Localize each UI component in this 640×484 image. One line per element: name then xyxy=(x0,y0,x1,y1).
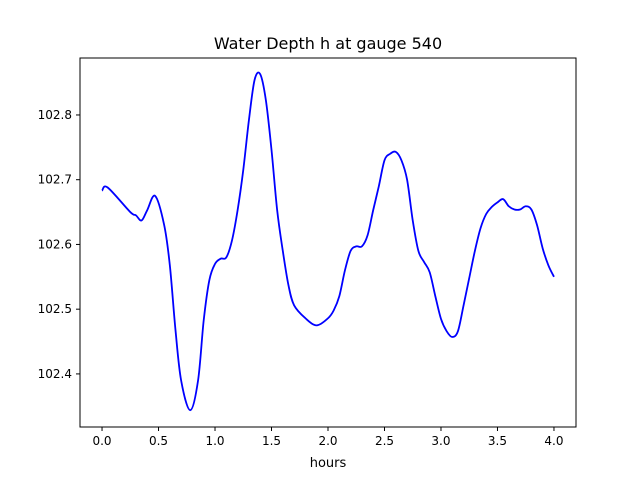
x-axis-label: hours xyxy=(310,456,347,471)
x-tick-label: 0.5 xyxy=(149,434,168,448)
x-tick-label: 3.5 xyxy=(488,434,507,448)
x-tick-label: 3.0 xyxy=(431,434,450,448)
series-line-h xyxy=(101,71,555,412)
x-tick-label: 0.0 xyxy=(92,434,111,448)
x-tick-label: 1.0 xyxy=(205,434,224,448)
plot-area-frame xyxy=(79,57,577,428)
y-tick-label: 102.7 xyxy=(38,173,72,187)
x-tick-label: 1.5 xyxy=(262,434,281,448)
y-tick-label: 102.5 xyxy=(38,302,72,316)
chart-title: Water Depth h at gauge 540 xyxy=(214,34,442,53)
y-tick-label: 102.8 xyxy=(38,108,72,122)
x-tick-label: 2.5 xyxy=(375,434,394,448)
y-tick-label: 102.4 xyxy=(38,367,72,381)
y-tick-label: 102.6 xyxy=(38,237,72,251)
x-tick-label: 2.0 xyxy=(318,434,337,448)
x-tick-label: 4.0 xyxy=(544,434,563,448)
